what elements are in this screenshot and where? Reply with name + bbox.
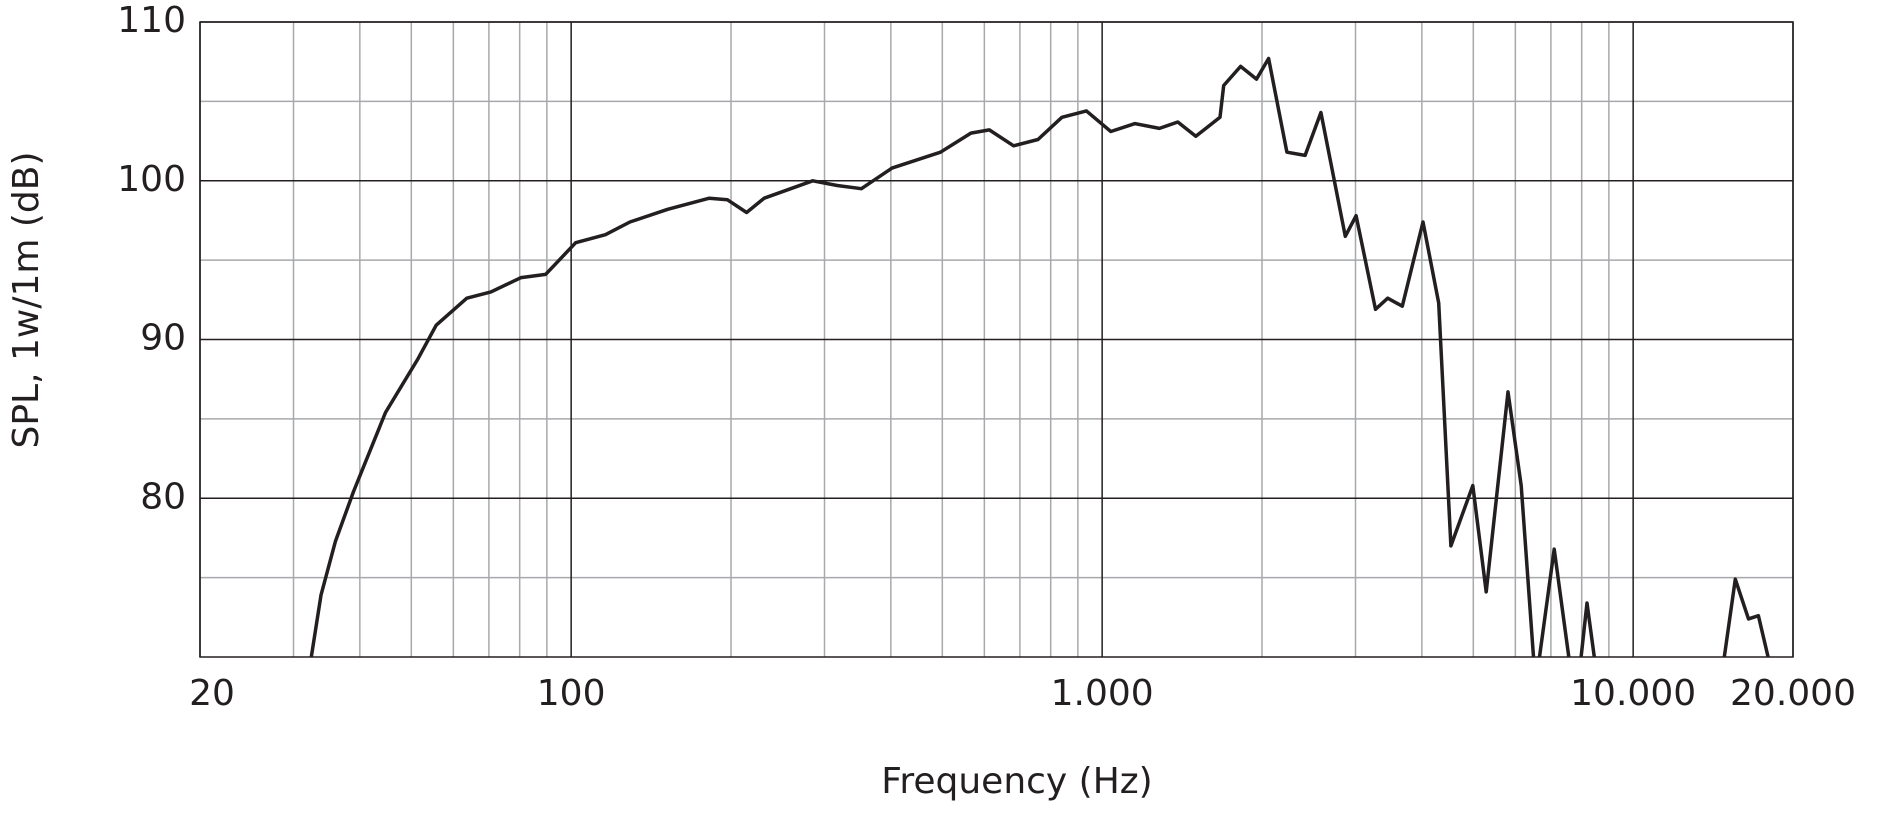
y-axis-label: SPL, 1w/1m (dB) [6, 151, 47, 448]
y-tick-label: 100 [117, 159, 186, 200]
x-tick-label: 20.000 [1730, 673, 1856, 714]
y-tick-label: 80 [140, 476, 186, 517]
y-tick-label: 110 [117, 0, 186, 41]
y-tick-label: 90 [140, 318, 186, 359]
plot-border [199, 21, 1794, 658]
plot-area [309, 56, 1770, 657]
response-line [309, 56, 1770, 657]
x-tick-label: 1.000 [1051, 673, 1154, 714]
x-tick-label: 10.000 [1570, 673, 1696, 714]
x-tick-label: 20 [189, 673, 235, 714]
x-axis-label: Frequency (Hz) [881, 761, 1152, 802]
grid [199, 21, 1794, 658]
x-tick-label: 100 [537, 673, 606, 714]
